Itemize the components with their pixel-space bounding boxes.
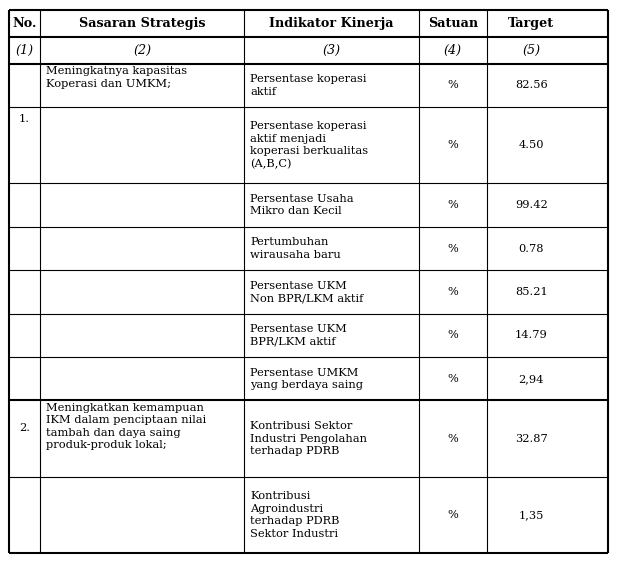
Text: 2.: 2. (19, 423, 30, 434)
Text: Kontribusi
Agroindustri
terhadap PDRB
Sektor Industri: Kontribusi Agroindustri terhadap PDRB Se… (250, 491, 339, 539)
Text: %: % (447, 330, 458, 340)
Text: %: % (447, 374, 458, 384)
Text: 85.21: 85.21 (515, 287, 547, 297)
Text: Persentase koperasi
aktif menjadi
koperasi berkualitas
(A,B,C): Persentase koperasi aktif menjadi kopera… (250, 122, 368, 169)
Text: Indikator Kinerja: Indikator Kinerja (269, 17, 394, 30)
Text: 14.79: 14.79 (515, 330, 547, 340)
Text: (3): (3) (323, 44, 341, 57)
Text: Persentase Usaha
Mikro dan Kecil: Persentase Usaha Mikro dan Kecil (250, 194, 354, 216)
Text: %: % (447, 140, 458, 150)
Text: %: % (447, 434, 458, 444)
Text: 32.87: 32.87 (515, 434, 547, 444)
Text: Persentase UKM
Non BPR/LKM aktif: Persentase UKM Non BPR/LKM aktif (250, 281, 363, 303)
Text: %: % (447, 510, 458, 520)
Text: (5): (5) (522, 44, 540, 57)
Text: %: % (447, 244, 458, 253)
Text: Kontribusi Sektor
Industri Pengolahan
terhadap PDRB: Kontribusi Sektor Industri Pengolahan te… (250, 421, 367, 456)
Text: Meningkatkan kemampuan
IKM dalam penciptaan nilai
tambah dan daya saing
produk-p: Meningkatkan kemampuan IKM dalam pencipt… (46, 403, 207, 450)
Text: Persentase koperasi
aktif: Persentase koperasi aktif (250, 74, 366, 96)
Text: 4.50: 4.50 (518, 140, 544, 150)
Text: 2,94: 2,94 (518, 374, 544, 384)
Text: Meningkatnya kapasitas
Koperasi dan UMKM;: Meningkatnya kapasitas Koperasi dan UMKM… (46, 66, 188, 88)
Text: Pertumbuhan
wirausaha baru: Pertumbuhan wirausaha baru (250, 238, 341, 260)
Text: %: % (447, 287, 458, 297)
Text: %: % (447, 81, 458, 90)
Text: 1,35: 1,35 (518, 510, 544, 520)
Text: 99.42: 99.42 (515, 200, 547, 210)
Text: No.: No. (12, 17, 36, 30)
Text: %: % (447, 200, 458, 210)
Text: 82.56: 82.56 (515, 81, 547, 90)
Text: (2): (2) (133, 44, 151, 57)
Text: Target: Target (508, 17, 554, 30)
Text: 0.78: 0.78 (518, 244, 544, 253)
Text: Persentase UKM
BPR/LKM aktif: Persentase UKM BPR/LKM aktif (250, 324, 347, 346)
Text: Satuan: Satuan (428, 17, 478, 30)
Text: Persentase UMKM
yang berdaya saing: Persentase UMKM yang berdaya saing (250, 368, 363, 390)
Text: 1.: 1. (19, 114, 30, 124)
Text: (1): (1) (15, 44, 33, 57)
Text: Sasaran Strategis: Sasaran Strategis (79, 17, 205, 30)
Text: (4): (4) (444, 44, 462, 57)
